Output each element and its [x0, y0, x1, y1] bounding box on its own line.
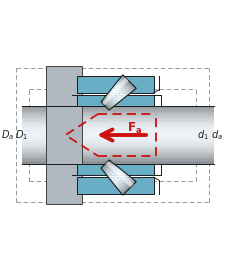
Bar — [22, 149, 214, 151]
Bar — [22, 139, 214, 141]
Bar — [22, 138, 214, 139]
Text: $d_1$: $d_1$ — [197, 128, 209, 142]
Polygon shape — [105, 95, 116, 106]
Text: $\mathbf{F_a}$: $\mathbf{F_a}$ — [127, 121, 142, 136]
Polygon shape — [119, 77, 134, 92]
Polygon shape — [116, 82, 130, 95]
Bar — [22, 118, 214, 119]
Polygon shape — [103, 162, 113, 172]
Polygon shape — [122, 75, 136, 89]
Polygon shape — [111, 88, 123, 100]
Polygon shape — [119, 178, 134, 193]
Polygon shape — [104, 163, 115, 174]
Polygon shape — [108, 167, 119, 178]
Polygon shape — [106, 161, 134, 187]
Bar — [22, 145, 214, 147]
Polygon shape — [113, 86, 125, 98]
Bar — [22, 152, 214, 154]
Bar — [77, 177, 154, 194]
Polygon shape — [106, 94, 117, 105]
Bar — [22, 119, 214, 121]
Bar — [22, 106, 214, 108]
Bar — [22, 110, 214, 112]
Polygon shape — [102, 99, 112, 109]
Bar — [22, 123, 214, 125]
Polygon shape — [114, 173, 127, 186]
Polygon shape — [116, 175, 130, 188]
Text: $D_1$: $D_1$ — [15, 128, 28, 142]
Polygon shape — [109, 168, 120, 179]
Polygon shape — [117, 176, 131, 190]
Polygon shape — [101, 100, 110, 110]
Bar — [22, 125, 214, 126]
Polygon shape — [121, 76, 135, 90]
Bar — [22, 136, 214, 138]
Bar — [77, 95, 154, 106]
Bar — [22, 108, 214, 109]
Bar — [22, 147, 214, 148]
Polygon shape — [104, 96, 115, 107]
Bar — [22, 157, 214, 158]
Polygon shape — [117, 80, 131, 94]
Bar — [22, 134, 214, 135]
Polygon shape — [101, 160, 110, 170]
Polygon shape — [109, 91, 120, 102]
Polygon shape — [110, 90, 121, 101]
Bar — [22, 154, 214, 155]
Polygon shape — [102, 161, 112, 171]
Bar — [22, 158, 214, 160]
Bar — [22, 161, 214, 162]
Bar — [22, 112, 214, 113]
Text: $D_a$: $D_a$ — [1, 128, 14, 142]
Polygon shape — [108, 92, 119, 103]
Polygon shape — [106, 165, 117, 176]
Bar — [22, 135, 214, 136]
Bar — [77, 164, 154, 175]
Bar — [22, 115, 214, 116]
Bar — [22, 148, 214, 149]
Bar — [46, 66, 82, 204]
Polygon shape — [112, 87, 124, 99]
Bar — [22, 122, 214, 123]
Bar — [22, 151, 214, 152]
Bar — [22, 162, 214, 164]
Bar — [22, 131, 214, 132]
Polygon shape — [110, 169, 121, 180]
Polygon shape — [114, 84, 127, 97]
Bar — [22, 160, 214, 161]
Polygon shape — [112, 171, 124, 183]
Text: $d_a$: $d_a$ — [211, 128, 223, 142]
Polygon shape — [102, 77, 128, 105]
Bar — [22, 128, 214, 129]
Bar — [77, 76, 154, 93]
Polygon shape — [105, 164, 116, 175]
Bar — [22, 132, 214, 134]
Bar — [22, 116, 214, 118]
Bar — [22, 129, 214, 131]
Polygon shape — [111, 170, 123, 182]
Polygon shape — [121, 180, 135, 194]
Polygon shape — [103, 98, 113, 108]
Polygon shape — [115, 83, 128, 96]
Polygon shape — [113, 172, 125, 184]
Bar — [22, 109, 214, 110]
Polygon shape — [118, 177, 132, 191]
Bar — [22, 141, 214, 142]
Polygon shape — [122, 181, 136, 195]
Bar — [22, 126, 214, 128]
Polygon shape — [118, 79, 132, 93]
Bar — [22, 155, 214, 157]
Bar — [22, 142, 214, 144]
Polygon shape — [115, 174, 128, 187]
Bar — [22, 121, 214, 122]
Bar — [22, 144, 214, 145]
Bar — [22, 113, 214, 115]
